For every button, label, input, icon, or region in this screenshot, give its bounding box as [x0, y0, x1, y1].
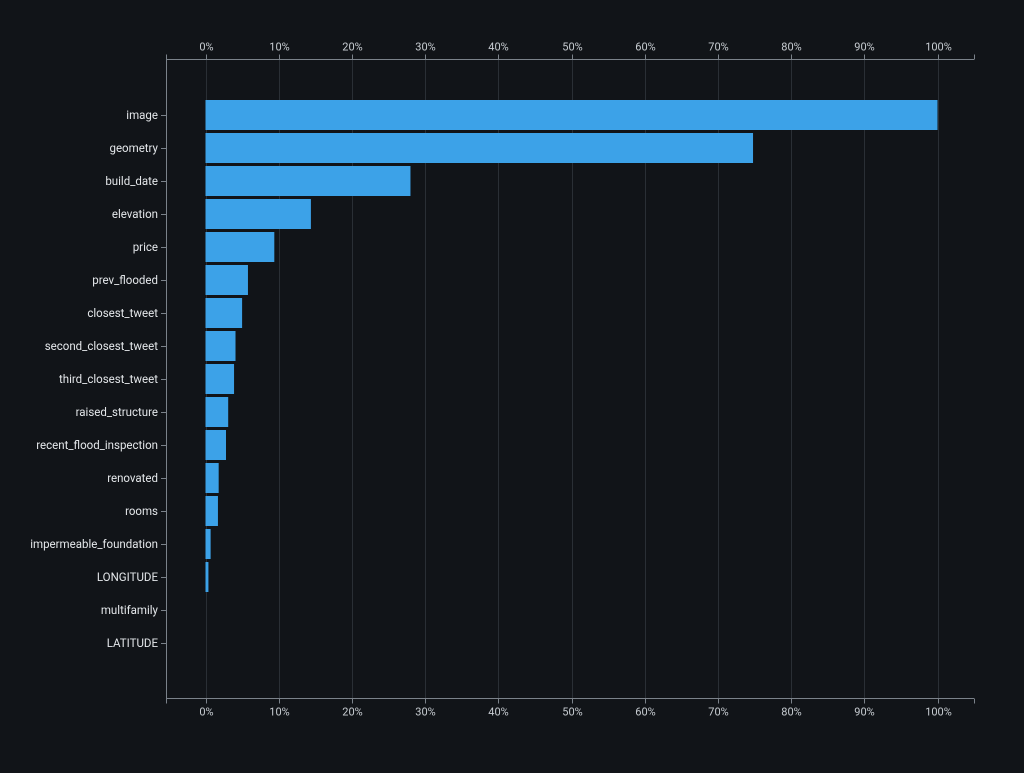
x-tick-label-top: 20% — [342, 41, 362, 54]
category-label-multifamily: multifamily — [101, 603, 159, 617]
x-tick-label-bottom: 20% — [342, 706, 362, 719]
x-tick-label-bottom: 50% — [562, 706, 582, 719]
category-label-recent-flood-inspection: recent_flood_inspection — [36, 438, 158, 452]
category-label-longitude: LONGITUDE — [97, 570, 159, 584]
x-tick-label-bottom: 40% — [488, 706, 508, 719]
category-label-prev-flooded: prev_flooded — [92, 273, 158, 287]
category-label-build-date: build_date — [105, 174, 158, 188]
category-labels: image geometry build_date elevation price pre… — [30, 108, 166, 650]
x-tick-label-top: 10% — [269, 41, 289, 54]
category-label-geometry: geometry — [110, 141, 159, 155]
category-label-renovated: renovated — [107, 471, 158, 485]
x-tick-label-top: 30% — [415, 41, 435, 54]
category-label-rooms: rooms — [125, 504, 158, 518]
x-tick-label-top: 90% — [854, 41, 874, 54]
x-tick-label-top: 70% — [708, 41, 728, 54]
x-tick-label-top: 0% — [199, 41, 213, 54]
category-label-price: price — [133, 240, 158, 254]
category-label-raised-structure: raised_structure — [76, 405, 158, 419]
bar-elevation[interactable] — [205, 199, 311, 229]
x-tick-label-top: 40% — [488, 41, 508, 54]
bar-prev-flooded[interactable] — [205, 265, 248, 295]
x-tick-label-top: 80% — [781, 41, 801, 54]
category-label-latitude: LATITUDE — [107, 636, 159, 650]
axes: 0% 0% 10% 10% 20% 20% 30% 30% 40% 40% 50% 50% 60% 60%… — [166, 41, 975, 719]
category-label-impermeable-foundation: impermeable_foundation — [30, 537, 158, 551]
bar-build-date[interactable] — [205, 166, 411, 196]
x-tick-label-top: 50% — [562, 41, 582, 54]
bars — [205, 100, 938, 592]
x-tick-label-bottom: 60% — [635, 706, 655, 719]
bar-price[interactable] — [205, 232, 275, 262]
category-label-elevation: elevation — [112, 207, 158, 221]
category-label-image: image — [126, 108, 158, 122]
x-tick-label-bottom: 90% — [854, 706, 874, 719]
bar-longitude[interactable] — [205, 562, 209, 592]
x-tick-label-bottom: 100% — [925, 706, 952, 719]
x-tick-label-top: 60% — [635, 41, 655, 54]
bar-second-closest-tweet[interactable] — [205, 331, 236, 361]
bar-rooms[interactable] — [205, 496, 218, 526]
bar-closest-tweet[interactable] — [205, 298, 243, 328]
category-label-second-closest-tweet: second_closest_tweet — [45, 339, 159, 353]
bar-geometry[interactable] — [205, 133, 754, 163]
x-tick-label-bottom: 10% — [269, 706, 289, 719]
bar-raised-structure[interactable] — [205, 397, 229, 427]
x-tick-label-top: 100% — [925, 41, 952, 54]
bar-third-closest-tweet[interactable] — [205, 364, 235, 394]
x-tick-label-bottom: 70% — [708, 706, 728, 719]
x-tick-label-bottom: 0% — [199, 706, 213, 719]
bar-image[interactable] — [205, 100, 938, 130]
category-label-closest-tweet: closest_tweet — [87, 306, 158, 320]
bar-impermeable-foundation[interactable] — [205, 529, 211, 559]
x-tick-label-bottom: 30% — [415, 706, 435, 719]
category-label-third-closest-tweet: third_closest_tweet — [59, 372, 158, 386]
bar-renovated[interactable] — [205, 463, 219, 493]
bar-recent-flood-inspection[interactable] — [205, 430, 226, 460]
x-tick-label-bottom: 80% — [781, 706, 801, 719]
